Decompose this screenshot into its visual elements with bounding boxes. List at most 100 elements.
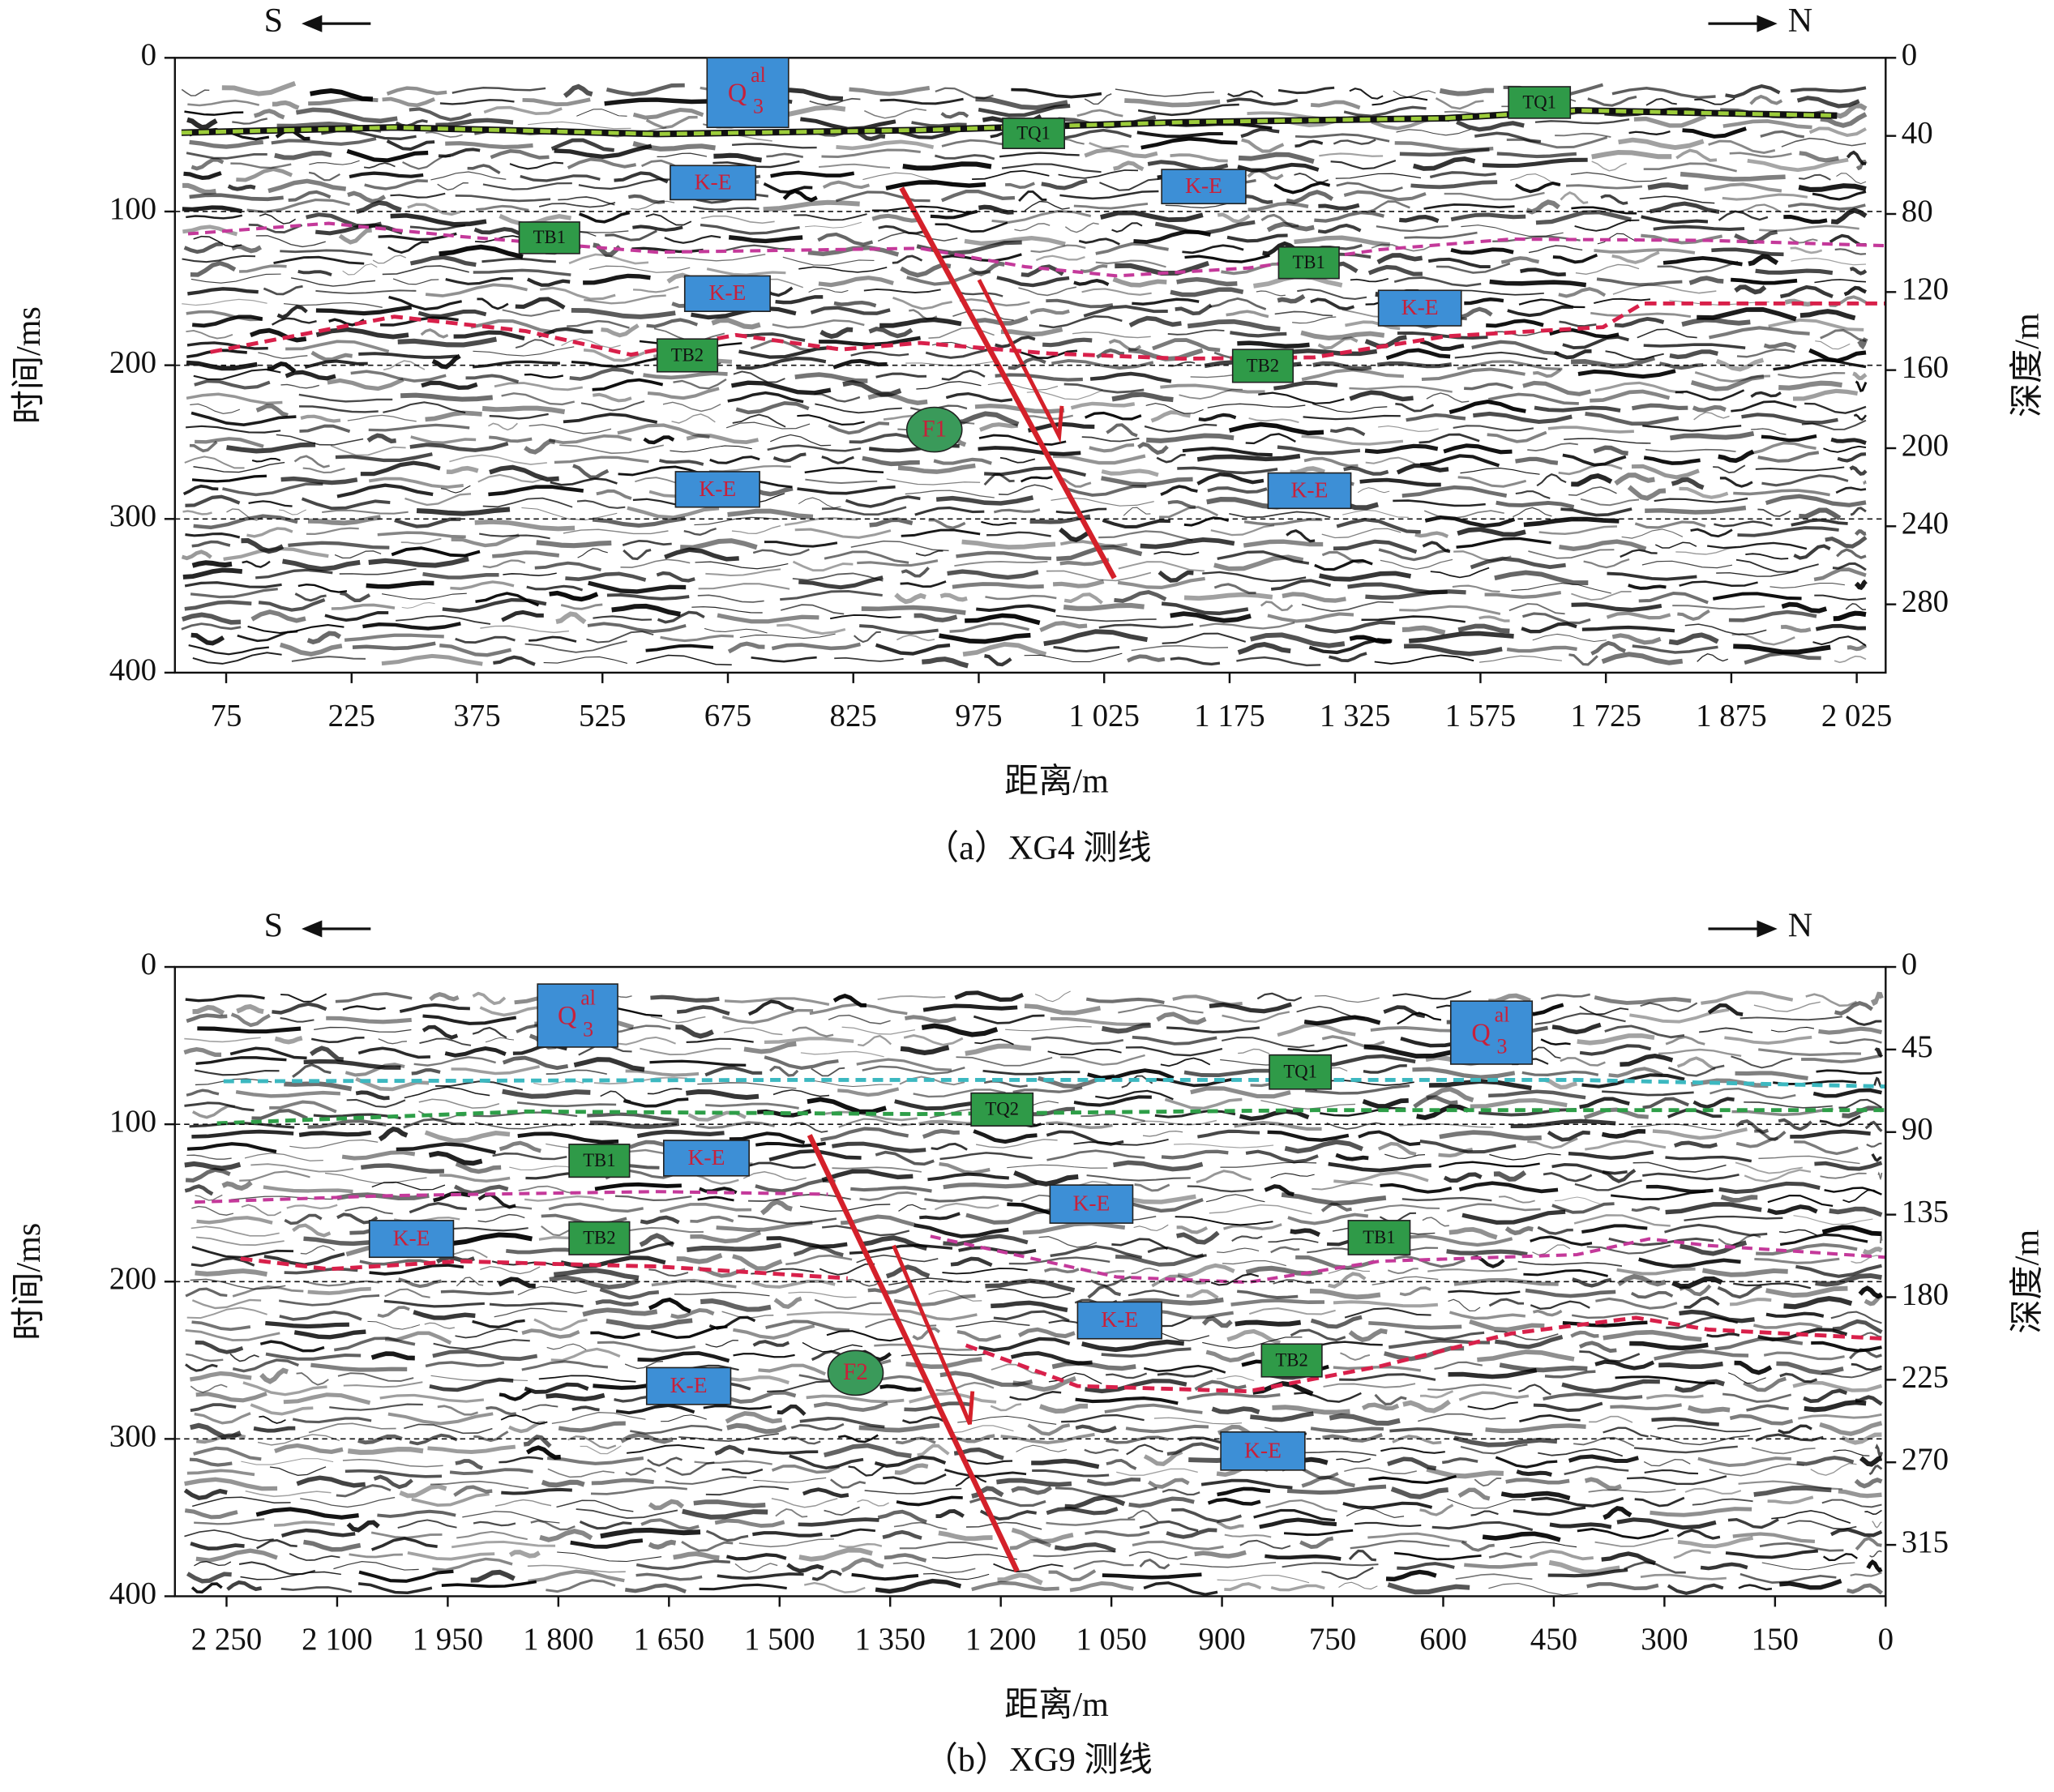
seismic-trace (1585, 1140, 1667, 1151)
seismic-trace (1731, 1055, 1793, 1069)
seismic-trace (625, 1583, 687, 1594)
seismic-trace (1731, 400, 1797, 413)
seismic-trace (501, 392, 576, 406)
seismic-trace (1399, 214, 1440, 224)
seismic-trace (1237, 1289, 1299, 1299)
seismic-trace (1791, 518, 1848, 527)
x-tick-label: 1 650 (634, 1622, 705, 1657)
seismic-trace (1570, 355, 1655, 369)
seismic-trace (494, 382, 584, 391)
seismic-trace (1000, 327, 1063, 337)
seismic-trace (1055, 507, 1107, 515)
seismic-trace (1594, 297, 1651, 305)
seismic-trace (241, 1458, 334, 1465)
seismic-trace (786, 1563, 824, 1573)
seismic-trace (190, 1582, 223, 1594)
y-tick-label: 300 (109, 498, 156, 533)
seismic-trace (1471, 340, 1560, 356)
seismic-trace (1717, 1284, 1762, 1299)
seismic-trace (186, 310, 263, 322)
seismic-trace (772, 319, 865, 329)
seismic-trace (1513, 1506, 1586, 1516)
seismic-trace (806, 1394, 905, 1404)
x-tick-label: 1 500 (744, 1622, 815, 1657)
seismic-trace (1583, 1107, 1649, 1120)
x-tick-label: 75 (211, 699, 242, 733)
seismic-trace (279, 642, 343, 656)
seismic-trace (1540, 1038, 1571, 1046)
seismic-trace (288, 541, 390, 550)
seismic-trace (1515, 490, 1551, 499)
seismic-trace (764, 1037, 854, 1045)
seismic-trace (717, 613, 819, 624)
y2-tick-label: 270 (1902, 1442, 1949, 1477)
seismic-trace (1444, 191, 1545, 201)
seismic-trace (1268, 1238, 1319, 1243)
seismic-trace (699, 1187, 738, 1195)
seismic-trace (184, 1529, 274, 1542)
x-tick-label: 825 (830, 699, 877, 733)
seismic-trace (501, 609, 544, 622)
seismic-trace (1075, 1424, 1117, 1434)
seismic-trace (1380, 1183, 1453, 1194)
seismic-trace (438, 148, 481, 158)
seismic-trace (665, 1461, 715, 1476)
seismic-trace (1812, 190, 1867, 201)
seismic-trace (1455, 1573, 1533, 1580)
seismic-trace (300, 1496, 396, 1508)
seismic-trace (482, 559, 526, 569)
seismic-trace (1349, 385, 1453, 393)
seismic-trace (1170, 287, 1244, 297)
seismic-trace (1371, 96, 1428, 106)
seismic-trace (1652, 1127, 1748, 1140)
seismic-trace (1134, 1183, 1170, 1192)
seismic-trace (1779, 1578, 1842, 1590)
seismic-trace (640, 1047, 731, 1056)
seismic-trace (1851, 1255, 1882, 1264)
seismic-trace (494, 1499, 552, 1507)
seismic-trace (1187, 1392, 1281, 1401)
seismic-trace (1637, 328, 1697, 339)
seismic-trace (1540, 993, 1591, 1000)
seismic-trace (632, 225, 683, 232)
seismic-trace (1333, 1300, 1439, 1308)
seismic-trace (1115, 1253, 1205, 1267)
seismic-trace (1551, 1202, 1615, 1214)
seismic-trace (1506, 645, 1577, 653)
seismic-trace (997, 1572, 1043, 1585)
seismic-trace (195, 437, 264, 448)
x-tick-label: 525 (579, 699, 626, 733)
seismic-trace (522, 97, 591, 107)
seismic-trace (858, 1422, 940, 1433)
seismic-trace (539, 1529, 593, 1542)
seismic-trace (1305, 1084, 1410, 1095)
seismic-trace (1487, 392, 1579, 405)
seismic-trace (1114, 590, 1167, 603)
seismic-trace (1055, 1486, 1158, 1498)
seismic-trace (411, 1492, 490, 1508)
seismic-trace (190, 411, 297, 427)
seismic-trace (1312, 361, 1372, 371)
seismic-trace (1200, 1478, 1293, 1490)
seismic-trace (822, 180, 871, 190)
seismic-trace (836, 139, 935, 151)
seismic-trace (747, 999, 794, 1016)
seismic-trace (259, 1340, 325, 1353)
seismic-trace (1547, 1130, 1590, 1142)
seismic-trace (1657, 1425, 1761, 1433)
seismic-trace (978, 204, 1014, 215)
seismic-trace (1577, 369, 1676, 379)
seismic-trace (1511, 583, 1611, 594)
seismic-trace (263, 284, 303, 296)
seismic-trace (771, 642, 861, 651)
seismic-trace (194, 379, 271, 390)
seismic-trace (1095, 242, 1169, 255)
seismic-trace (1755, 466, 1845, 472)
seismic-trace (508, 1420, 546, 1434)
seismic-trace (1692, 404, 1727, 413)
seismic-trace (1562, 453, 1627, 467)
seismic-trace (1399, 605, 1501, 615)
seismic-trace (1419, 1503, 1454, 1516)
seismic-trace (1098, 530, 1193, 541)
seismic-trace (1378, 425, 1439, 432)
